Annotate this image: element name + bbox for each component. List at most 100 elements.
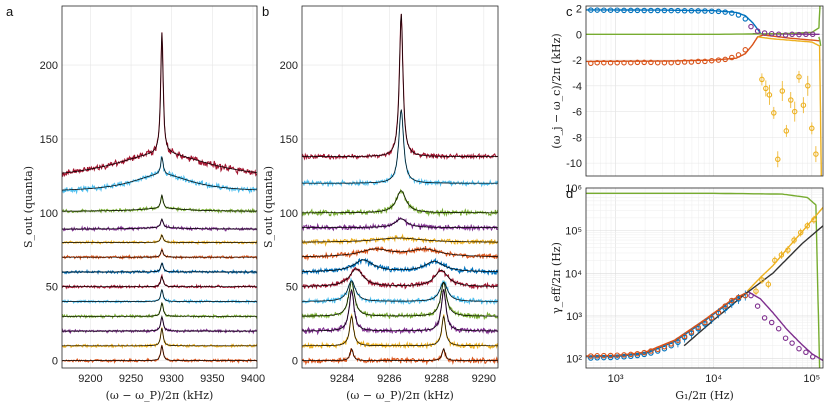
c-point-mode-1-data [715, 8, 722, 15]
c-point-mode-4-data [775, 156, 781, 163]
d-line-G1-scaling [683, 225, 823, 347]
c-point-mode-3-data [601, 59, 607, 66]
b-fit-trace-10 [302, 218, 498, 228]
d-point-mode-1-data [654, 348, 661, 354]
d-point-mode-3-data [695, 324, 701, 331]
d-xtick-label: 10³ [608, 373, 624, 385]
d-point-mode-4-data [765, 281, 772, 288]
d-point-mode-2-data [748, 292, 754, 299]
a-ytick-label: 200 [40, 60, 58, 72]
a-xtick-label: 9200 [78, 373, 102, 385]
b-ylabel: S_out (quanta) [262, 166, 275, 248]
c-point-mode-1-data [742, 16, 749, 22]
d-point-mode-3-data [722, 303, 728, 309]
d-frame [585, 187, 824, 369]
c-point-mode-3-data [614, 59, 620, 66]
c-point-mode-2-data [768, 30, 775, 37]
c-point-mode-1-data [614, 7, 620, 13]
c-point-mode-3-data [742, 47, 749, 53]
d-point-mode-3-data [715, 309, 722, 316]
b-fit-trace-13 [302, 13, 498, 157]
d-point-mode-3-data [594, 353, 600, 359]
c-point-mode-2-data [789, 31, 795, 38]
c-point-mode-3-data [708, 57, 715, 64]
a-fit-trace-10 [62, 217, 257, 230]
b-ytick-label: 0 [292, 356, 298, 368]
d-point-mode-3-data [661, 343, 668, 350]
d-ytick-label: 10⁵ [565, 226, 582, 238]
c-point-mode-3-data [661, 59, 668, 66]
c-point-mode-1-data [588, 7, 594, 13]
d-point-mode-4-data [772, 257, 778, 264]
d-point-mode-1-data [634, 352, 641, 359]
b-fit-trace-3 [302, 288, 498, 332]
c-point-mode-1-data [729, 10, 735, 16]
c-ytick-label: -6 [572, 107, 582, 119]
d-point-mode-4-data [785, 247, 791, 253]
c-point-mode-1-data [681, 8, 688, 14]
a-series-trace-4 [62, 302, 257, 320]
c-point-mode-3-data [729, 54, 735, 61]
b-series-trace-7 [302, 257, 498, 276]
d-point-mode-3-data [735, 294, 742, 301]
c-point-mode-1-data [648, 7, 654, 14]
c-point-mode-4-data [779, 88, 786, 94]
b-fit-trace-9 [302, 237, 498, 243]
c-point-mode-1-data [695, 8, 701, 14]
a-series-trace-5 [62, 288, 257, 305]
d-point-mode-1-data [729, 300, 735, 306]
d-point-mode-1-data [722, 305, 728, 312]
c-point-mode-4-data [800, 102, 807, 108]
d-point-mode-1-data [641, 351, 647, 358]
a-ytick-label: 100 [40, 208, 58, 220]
a-fit-trace-2 [62, 328, 257, 347]
c-line-mode-3-fit [586, 34, 820, 63]
d-point-mode-4-data [778, 252, 785, 258]
d-point-mode-2-data [761, 315, 768, 321]
b-series-trace-8 [302, 245, 498, 261]
d-point-mode-2-data [803, 349, 809, 356]
a-fit-trace-9 [62, 234, 257, 243]
d-point-mode-1-data [648, 350, 654, 356]
b-series-trace-11 [302, 188, 498, 218]
c-ytick-label: -8 [572, 132, 582, 144]
c-point-mode-1-data [621, 7, 627, 14]
c-point-mode-3-data [621, 59, 627, 66]
d-ylabel: γ_eff/2π (Hz) [550, 242, 563, 314]
c-frame [585, 5, 824, 177]
c-point-mode-3-data [648, 59, 654, 66]
b-fit-trace-6 [302, 268, 498, 287]
d-point-mode-3-data [681, 333, 688, 340]
d-point-mode-4-data [804, 223, 811, 229]
d-point-mode-2-data [754, 303, 761, 309]
c-panel-label: c [566, 4, 573, 19]
c-point-mode-2-data [761, 30, 768, 36]
c-point-mode-3-data [695, 58, 701, 65]
b-ytick-label: 150 [280, 134, 298, 146]
c-point-mode-4-data [788, 97, 794, 103]
a-series-trace-12 [62, 156, 257, 195]
c-point-mode-2-data [775, 31, 782, 38]
c-ytick-label: 2 [576, 4, 582, 16]
a-xtick-label: 9250 [119, 373, 143, 385]
b-fit-trace-12 [302, 109, 498, 184]
a-fit-trace-13 [62, 32, 257, 174]
a-fit-trace-4 [62, 301, 257, 317]
a-fit-trace-11 [62, 193, 257, 212]
c-point-mode-3-data [588, 60, 594, 67]
c-point-mode-4-data [805, 83, 811, 89]
a-fit-trace-5 [62, 288, 257, 302]
c-point-mode-4-data [791, 108, 798, 115]
c-point-mode-4-data [766, 92, 773, 98]
c-point-mode-1-data [702, 8, 708, 14]
d-line-mode-5-fit [586, 192, 821, 368]
d-point-mode-3-data [648, 348, 654, 354]
c-point-mode-2-data [782, 32, 789, 38]
c-point-mode-1-data [594, 7, 600, 13]
b-series-trace-1 [302, 347, 498, 366]
c-line-mode-5-fit-lower [818, 36, 822, 46]
c-point-mode-1-data [654, 7, 661, 14]
d-point-mode-4-data [797, 229, 804, 236]
c-point-mode-1-data [722, 9, 728, 15]
a-panel-label: a [6, 4, 14, 19]
